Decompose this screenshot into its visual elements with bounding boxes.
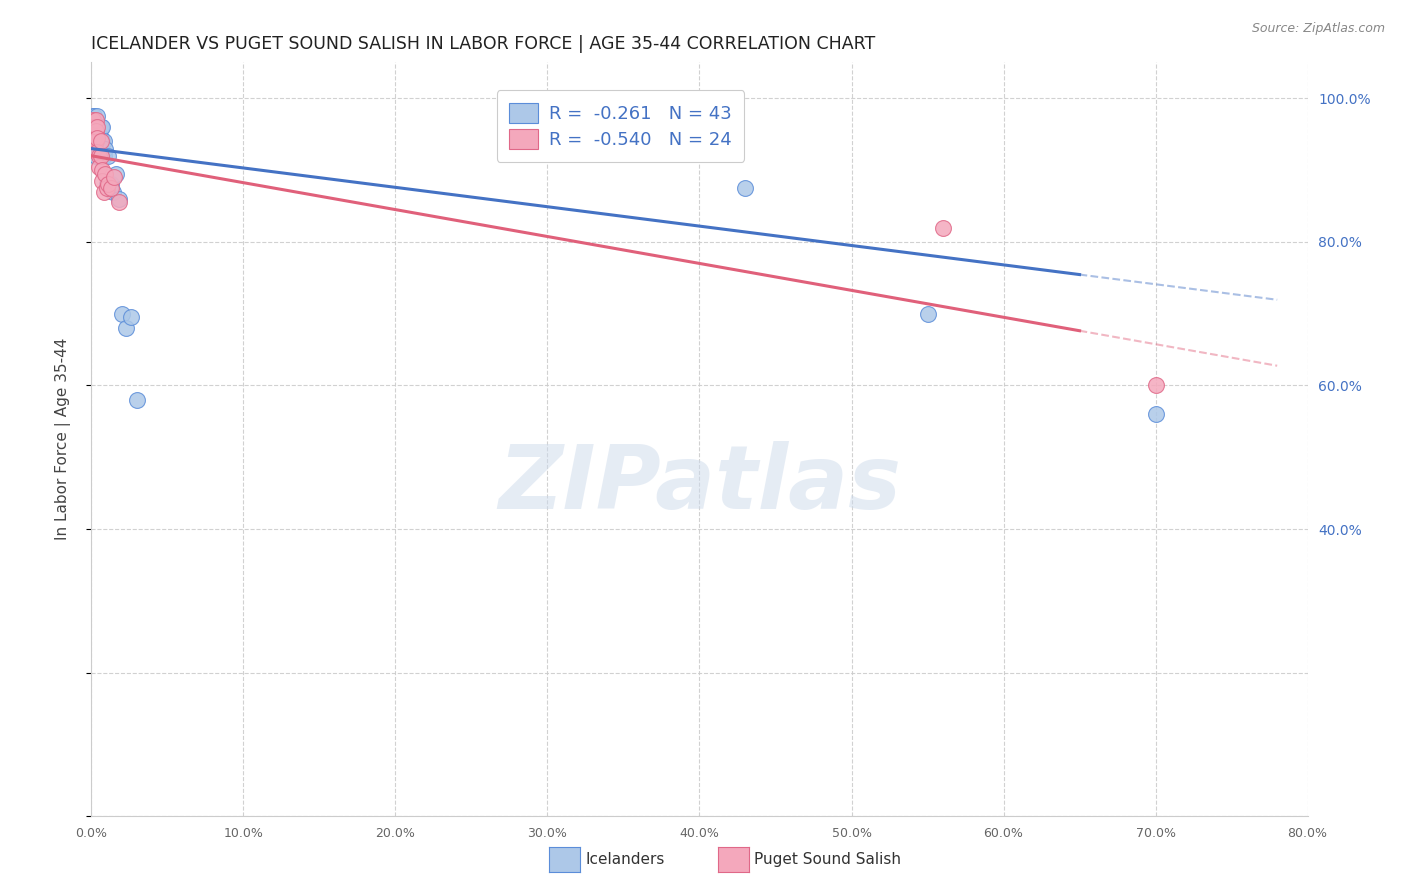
Point	[86, 135, 108, 149]
Text: Source: ZipAtlas.com: Source: ZipAtlas.com	[1251, 22, 1385, 36]
Point	[87, 145, 110, 160]
Point	[107, 195, 129, 210]
Point	[97, 149, 120, 163]
Y-axis label: In Labor Force | Age 35-44: In Labor Force | Age 35-44	[55, 338, 70, 541]
Point	[84, 120, 107, 134]
Point	[101, 185, 124, 199]
Point	[84, 112, 107, 127]
Point	[84, 127, 107, 141]
Point	[84, 123, 107, 137]
Point	[89, 131, 111, 145]
Point	[734, 181, 756, 195]
Point	[104, 167, 127, 181]
Text: ZIPatlas: ZIPatlas	[498, 441, 901, 528]
Point	[82, 120, 104, 134]
Point	[98, 181, 121, 195]
Point	[96, 178, 118, 192]
Point	[87, 135, 110, 149]
Point	[94, 167, 117, 181]
Point	[89, 142, 111, 156]
Point	[86, 120, 108, 134]
Legend: R =  -0.261   N = 43, R =  -0.540   N = 24: R = -0.261 N = 43, R = -0.540 N = 24	[496, 90, 744, 161]
Point	[1144, 407, 1167, 421]
Point	[83, 131, 105, 145]
Point	[84, 138, 107, 153]
Point	[91, 174, 114, 188]
Point	[91, 135, 114, 149]
Point	[1144, 378, 1167, 392]
Point	[115, 321, 138, 335]
Point	[97, 178, 120, 192]
Point	[83, 120, 105, 134]
Point	[86, 145, 108, 160]
Point	[84, 149, 107, 163]
Point	[86, 120, 108, 134]
Point	[84, 112, 107, 127]
Point	[86, 127, 108, 141]
Point	[89, 149, 111, 163]
Point	[120, 310, 142, 325]
Point	[111, 307, 134, 321]
Point	[125, 392, 148, 407]
Point	[89, 120, 111, 134]
Point	[93, 149, 115, 163]
Point	[87, 120, 110, 134]
Point	[83, 127, 105, 141]
Point	[91, 163, 114, 178]
Text: Puget Sound Salish: Puget Sound Salish	[754, 853, 901, 867]
Point	[96, 181, 118, 195]
Point	[91, 149, 114, 163]
Point	[83, 116, 105, 130]
Point	[83, 109, 105, 123]
Point	[107, 192, 129, 206]
Text: ICELANDER VS PUGET SOUND SALISH IN LABOR FORCE | AGE 35-44 CORRELATION CHART: ICELANDER VS PUGET SOUND SALISH IN LABOR…	[91, 35, 876, 53]
Point	[87, 160, 110, 174]
Point	[86, 109, 108, 123]
Point	[100, 178, 122, 192]
Point	[82, 109, 104, 123]
Point	[82, 112, 104, 127]
Point	[100, 181, 122, 195]
Point	[86, 131, 108, 145]
Point	[93, 135, 115, 149]
Point	[89, 135, 111, 149]
Point	[86, 145, 108, 160]
Point	[931, 220, 953, 235]
Point	[93, 185, 115, 199]
Point	[91, 120, 114, 134]
Point	[87, 127, 110, 141]
Point	[83, 138, 105, 153]
Text: Icelanders: Icelanders	[585, 853, 665, 867]
Point	[917, 307, 939, 321]
Point	[103, 170, 125, 185]
Point	[94, 142, 117, 156]
Point	[84, 135, 107, 149]
Point	[87, 149, 110, 163]
